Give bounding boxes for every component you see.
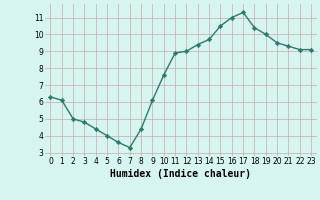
X-axis label: Humidex (Indice chaleur): Humidex (Indice chaleur) — [110, 169, 251, 179]
